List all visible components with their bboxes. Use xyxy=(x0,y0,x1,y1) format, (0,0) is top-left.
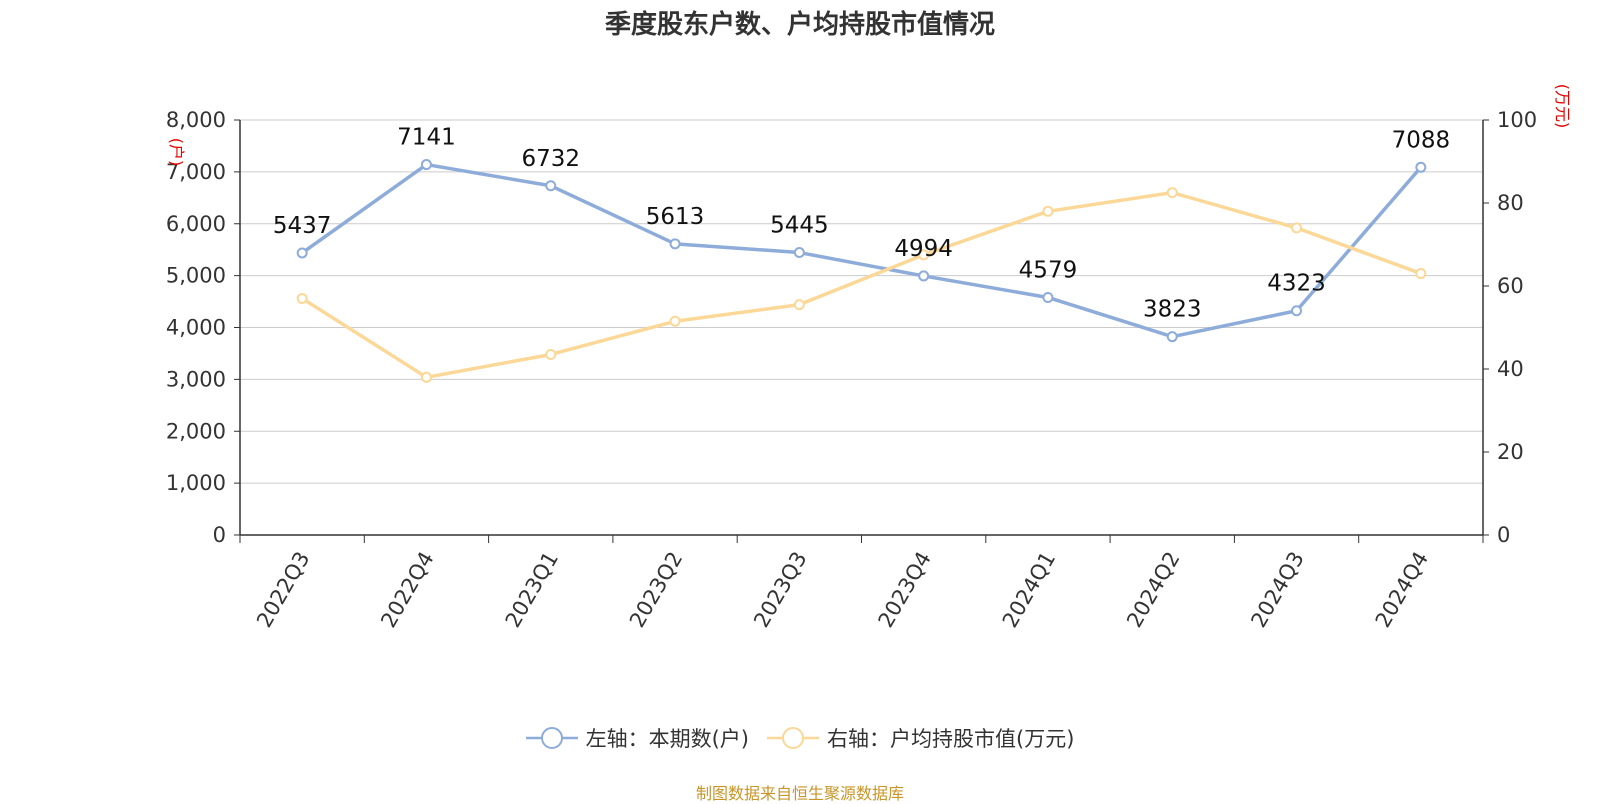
right-tick-label: 0 xyxy=(1497,523,1510,547)
x-tick-label: 2022Q3 xyxy=(252,548,314,632)
data-point-right xyxy=(793,299,805,311)
left-tick-label: 7,000 xyxy=(166,160,226,184)
x-tick-label: 2023Q2 xyxy=(625,548,687,632)
data-label: 4579 xyxy=(1019,257,1078,283)
data-point-right xyxy=(296,292,308,304)
legend-swatch-left-icon xyxy=(525,727,578,749)
data-point-right xyxy=(918,249,930,261)
right-tick-label: 80 xyxy=(1497,191,1524,215)
data-label: 4994 xyxy=(894,236,953,262)
data-point-right xyxy=(669,315,681,327)
x-tick-label: 2023Q1 xyxy=(501,548,563,632)
x-tick-label: 2022Q4 xyxy=(376,548,438,632)
left-tick-label: 4,000 xyxy=(166,316,226,340)
chart-title: 季度股东户数、户均持股市值情况 xyxy=(604,10,995,40)
legend-item-left[interactable]: 左轴：本期数(户) xyxy=(525,723,749,753)
x-tick-label: 2024Q4 xyxy=(1371,548,1433,632)
x-tick-label: 2023Q4 xyxy=(874,548,936,632)
right-tick-label: 20 xyxy=(1497,440,1524,464)
left-tick-label: 6,000 xyxy=(166,212,226,236)
data-point-left xyxy=(420,159,432,171)
right-tick-label: 100 xyxy=(1497,108,1537,132)
data-point-right xyxy=(1291,222,1303,234)
series-line-right xyxy=(301,190,1422,380)
x-tick-label: 2023Q3 xyxy=(749,548,811,632)
legend: 左轴：本期数(户) 右轴：户均持股市值(万元) xyxy=(0,723,1600,753)
right-tick-label: 40 xyxy=(1497,357,1524,381)
data-point-left xyxy=(918,270,930,282)
left-tick-label: 1,000 xyxy=(166,471,226,495)
data-point-left xyxy=(296,247,308,259)
right-tick-label: 60 xyxy=(1497,274,1524,298)
data-label: 5437 xyxy=(273,213,332,239)
data-point-right xyxy=(420,371,432,383)
x-tick-label: 2024Q3 xyxy=(1246,548,1308,632)
data-point-left xyxy=(1291,305,1303,317)
data-point-left xyxy=(1166,331,1178,343)
data-point-right xyxy=(1415,268,1427,280)
data-point-right xyxy=(1042,205,1054,217)
left-tick-label: 3,000 xyxy=(166,367,226,391)
legend-label-left: 左轴：本期数(户) xyxy=(585,727,749,751)
legend-swatch-right-icon xyxy=(767,727,819,749)
data-point-left xyxy=(669,238,681,250)
data-label: 4323 xyxy=(1267,271,1326,297)
right-axis-unit: (万元) xyxy=(1553,84,1572,129)
data-point-right xyxy=(1166,187,1178,199)
left-tick-label: 8,000 xyxy=(166,108,226,132)
data-label: 5613 xyxy=(646,204,705,230)
data-point-left xyxy=(545,180,557,192)
data-label: 5445 xyxy=(770,213,829,239)
data-point-right xyxy=(545,348,557,360)
left-axis-unit: (户) xyxy=(167,138,186,167)
data-label: 7141 xyxy=(397,125,456,151)
data-point-left xyxy=(1415,161,1427,173)
legend-label-right: 右轴：户均持股市值(万元) xyxy=(827,727,1075,751)
data-label: 3823 xyxy=(1143,297,1202,323)
left-tick-label: 2,000 xyxy=(166,419,226,443)
data-point-left xyxy=(1042,291,1054,303)
legend-item-right[interactable]: 右轴：户均持股市值(万元) xyxy=(767,723,1074,753)
data-label: 6732 xyxy=(521,146,580,172)
x-tick-label: 2024Q2 xyxy=(1122,548,1184,632)
series-line-left xyxy=(301,162,1423,339)
left-tick-label: 5,000 xyxy=(166,264,226,288)
source-note: 制图数据来自恒生聚源数据库 xyxy=(695,784,904,803)
data-label: 7088 xyxy=(1392,127,1451,153)
x-tick-label: 2024Q1 xyxy=(998,548,1060,632)
data-point-left xyxy=(793,247,805,259)
left-tick-label: 0 xyxy=(213,523,226,547)
